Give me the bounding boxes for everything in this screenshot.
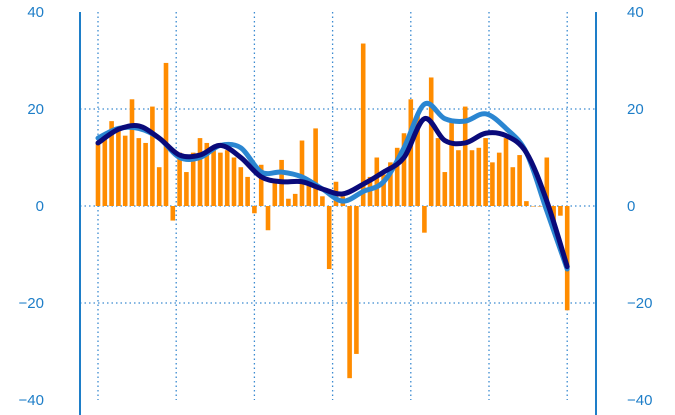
bar [177, 152, 182, 206]
bar [156, 167, 162, 206]
bar [360, 43, 366, 207]
bar [313, 128, 318, 206]
bar [286, 198, 291, 206]
bar [218, 152, 223, 206]
bar [252, 206, 257, 214]
bar [374, 157, 380, 206]
bar [503, 138, 509, 206]
bar [530, 206, 536, 207]
bar [136, 138, 142, 206]
y-tick-label-right: 40 [627, 4, 644, 21]
bar [109, 121, 114, 206]
bar [95, 142, 101, 206]
line-series-light [95, 100, 570, 272]
bar [449, 118, 454, 206]
y-axis-left-ticks: 40 20 0 −20 −40 [19, 4, 44, 409]
bar [401, 133, 407, 206]
bar [415, 113, 420, 206]
bar [197, 138, 203, 206]
bar [496, 152, 502, 206]
bar [170, 206, 176, 221]
bar [320, 196, 325, 206]
bar [150, 106, 155, 206]
bar [469, 150, 475, 206]
line-series [95, 100, 570, 272]
y-tick-label-left: −20 [19, 295, 44, 312]
bar [116, 128, 121, 206]
bar [231, 157, 237, 206]
bar [510, 167, 516, 206]
bar [517, 155, 522, 206]
bar [354, 206, 359, 354]
bar [129, 99, 135, 206]
line-series-dark [95, 116, 570, 270]
bar [537, 206, 543, 207]
bar [476, 147, 482, 206]
bar [204, 142, 210, 206]
bar [143, 142, 148, 206]
y-axis-right-ticks: 40 20 0 −20 −40 [627, 4, 652, 409]
plot-frame [79, 12, 597, 415]
bar [435, 138, 441, 206]
y-tick-label-left: 40 [27, 4, 44, 21]
bar [558, 206, 563, 216]
y-tick-label-right: 20 [627, 101, 644, 118]
bar [394, 147, 400, 206]
bar [462, 106, 468, 206]
y-tick-label-left: −40 [19, 392, 44, 409]
bar [422, 206, 427, 233]
bar [190, 152, 196, 206]
bar [544, 157, 550, 206]
bar [428, 77, 434, 206]
bar [265, 206, 271, 231]
bar [408, 99, 414, 206]
bar [122, 135, 128, 206]
y-tick-label-right: −20 [627, 295, 652, 312]
bar [211, 147, 216, 206]
bar [347, 206, 352, 379]
bar [292, 193, 298, 206]
y-tick-label-left: 20 [27, 101, 44, 118]
bar [258, 164, 264, 206]
bar [483, 138, 488, 206]
y-tick-label-right: −40 [627, 392, 652, 409]
bar [306, 179, 312, 206]
bar [524, 201, 529, 206]
bar [326, 206, 332, 270]
bar [299, 140, 305, 206]
bar [381, 174, 386, 206]
y-tick-label-right: 0 [627, 198, 635, 215]
bar [224, 150, 230, 206]
bar [456, 150, 461, 206]
bar [184, 172, 189, 206]
bar [163, 62, 169, 206]
bar [388, 162, 393, 206]
bar [442, 172, 448, 206]
bar [102, 133, 108, 206]
y-tick-label-left: 0 [36, 198, 44, 215]
bar [272, 181, 278, 206]
bar [245, 176, 250, 206]
bar [490, 162, 495, 206]
bar [238, 167, 244, 206]
